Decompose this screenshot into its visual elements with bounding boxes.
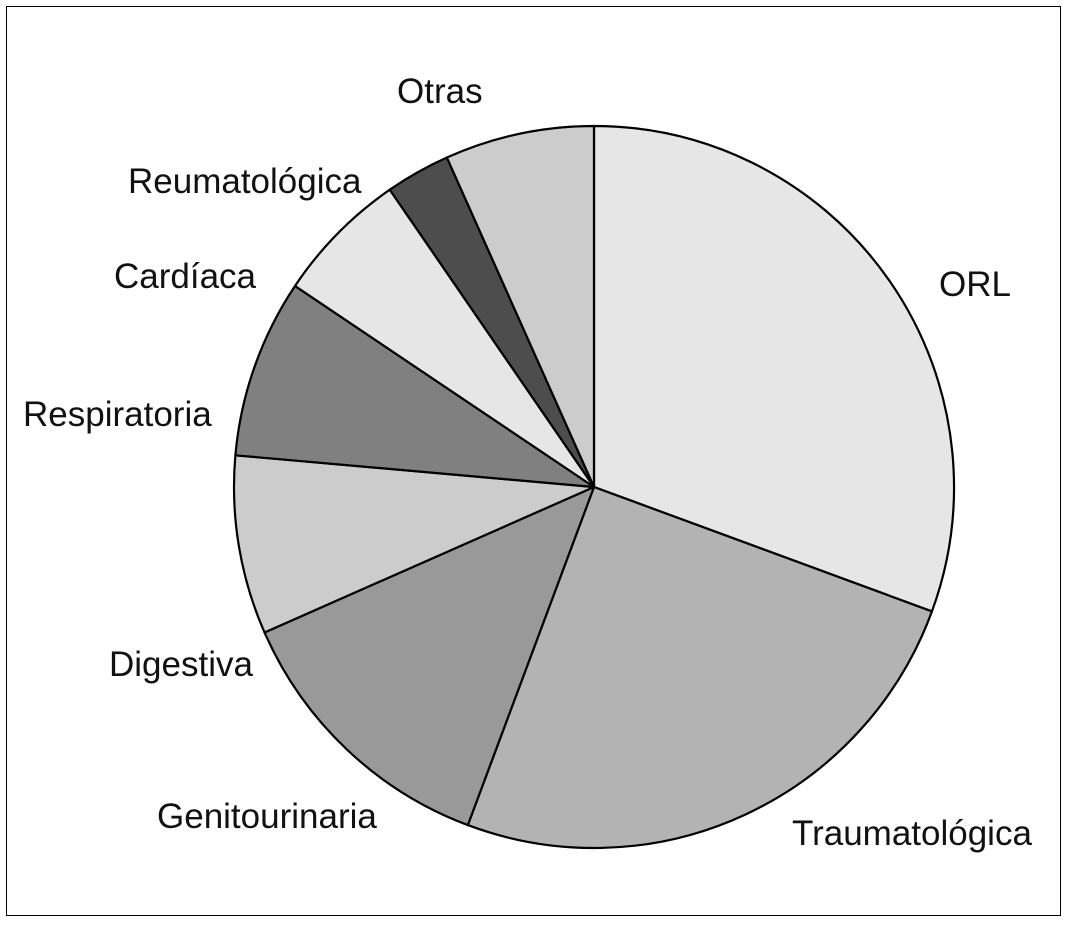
pie-slice-otras <box>445 124 596 489</box>
slice-label-digestiva: Digestiva <box>109 645 253 684</box>
pie-slice-genitourinaria <box>263 485 596 827</box>
slice-label-orl: ORL <box>939 265 1011 304</box>
slice-label-genitourinaria: Genitourinaria <box>157 797 377 836</box>
pie-slice-traumatologica <box>466 485 934 850</box>
slice-label-reumatologica: Reumatológica <box>128 162 362 201</box>
pie-labels: ORL Traumatológica Genitourinaria Digest… <box>23 72 1032 853</box>
slice-label-traumatologica: Traumatológica <box>792 814 1032 853</box>
pie-slice-digestiva <box>232 454 596 634</box>
pie-slices <box>232 124 956 850</box>
slice-label-respiratoria: Respiratoria <box>23 395 212 434</box>
pie-slice-orl <box>592 124 956 613</box>
pie-slice-respiratoria <box>234 284 596 489</box>
slice-label-cardiaca: Cardíaca <box>114 257 257 296</box>
slice-label-otras: Otras <box>397 72 483 111</box>
pie-slice-cardiaca <box>293 188 596 489</box>
